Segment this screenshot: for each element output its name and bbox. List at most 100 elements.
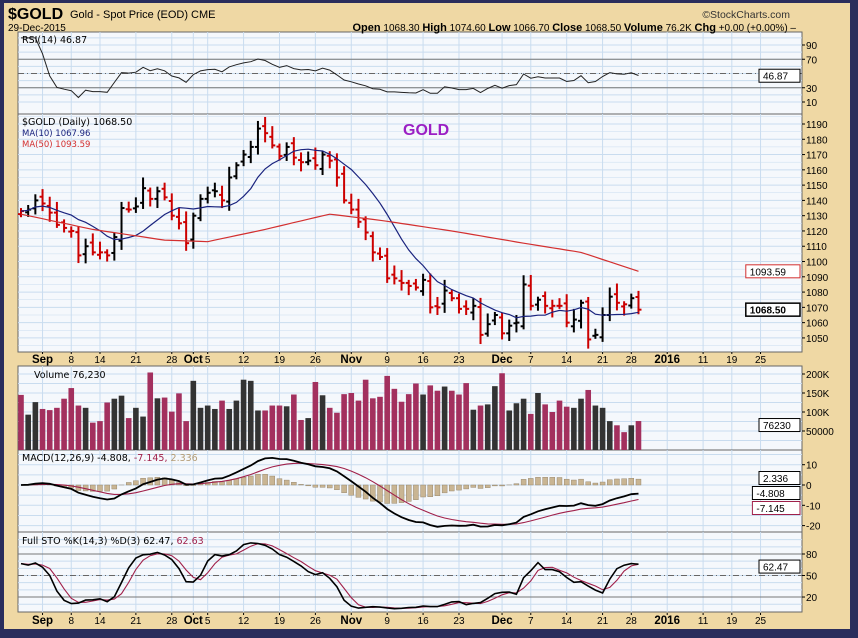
- volume-value: 76.2K: [666, 23, 692, 34]
- volume-axis-label: 150K: [806, 389, 830, 400]
- volume-bar: [463, 383, 469, 450]
- rsi-legend: RSI(14) 46.87: [22, 35, 87, 46]
- volume-bar: [355, 400, 362, 450]
- macd-histogram-bar: [563, 478, 570, 486]
- macd-histogram-bar: [556, 477, 563, 486]
- date-axis-top-label: Sep: [32, 354, 53, 366]
- sto-axis-label: 50: [806, 572, 818, 583]
- volume-bar: [291, 394, 297, 450]
- volume-bar: [226, 408, 233, 450]
- volume-bar: [341, 394, 347, 450]
- volume-bar: [556, 400, 563, 450]
- volume-bar: [578, 398, 584, 450]
- high-value: 1074.60: [450, 23, 487, 34]
- volume-bar: [420, 394, 426, 450]
- volume-bar: [104, 402, 110, 450]
- macd-hist-value-tag-box: [758, 471, 801, 485]
- rsi-line: [21, 37, 639, 99]
- volume-bar: [456, 394, 462, 450]
- macd-value-tag: -4.808: [756, 489, 785, 500]
- date-axis-bottom-label: Oct: [184, 615, 203, 627]
- macd-histogram-bar: [614, 478, 620, 486]
- macd-signal-value-tag: -7.145: [756, 504, 785, 515]
- date-axis-top-label: 28: [626, 355, 638, 366]
- volume-bar: [118, 395, 125, 450]
- volume-bar: [377, 396, 383, 450]
- volume-bar: [82, 407, 89, 450]
- volume-bar: [176, 393, 182, 450]
- volume-bar: [154, 398, 161, 450]
- quote-line: Open 1068.30 High 1074.60 Low 1066.70 Cl…: [353, 22, 797, 34]
- volume-bar: [492, 386, 498, 450]
- ma50-value-tag: 1093.59: [750, 267, 787, 278]
- sto-d-label: 62.63: [173, 536, 203, 547]
- volume-bar: [499, 373, 505, 450]
- volume-bar: [54, 407, 60, 450]
- volume-bar: [506, 410, 513, 450]
- price-axis-label: 1120: [806, 227, 828, 238]
- volume-bar: [140, 416, 146, 450]
- price-legend: $GOLD (Daily) 1068.50: [22, 117, 132, 128]
- price-axis-label: 1150: [806, 181, 828, 192]
- macd-histogram-bar: [413, 484, 419, 500]
- volume-bar: [197, 407, 204, 450]
- date-axis-top-label: Dec: [492, 354, 514, 366]
- volume-bar: [276, 405, 283, 450]
- volume-bar: [592, 405, 599, 450]
- volume-bar: [348, 393, 355, 450]
- macd-histogram-bar: [312, 484, 319, 488]
- macd-histogram-bar: [248, 475, 254, 486]
- macd-histogram-bar: [97, 484, 103, 492]
- macd-hist-label: 2.336: [168, 453, 198, 464]
- volume-value-tag-box: [758, 418, 801, 433]
- price-axis-label: 1180: [806, 135, 828, 146]
- security-name: Gold - Spot Price (EOD) CME: [70, 9, 215, 21]
- volume-axis-label: 50000: [806, 427, 834, 438]
- sto-k-label: Full STO %K(14,3) %D(3) 62.47,: [22, 536, 173, 547]
- volume-bar: [25, 414, 31, 450]
- sto-value-tag: 62.47: [763, 563, 788, 574]
- date-axis-top-label: 8: [68, 355, 74, 366]
- volume-bar: [111, 398, 118, 450]
- volume-bar: [585, 389, 592, 450]
- price-axis-label: 1160: [806, 166, 828, 177]
- macd-histogram-bar: [406, 484, 412, 502]
- volume-label: Volume: [624, 22, 663, 34]
- macd-histogram-bar: [348, 484, 354, 496]
- macd-main-label: MACD(12,26,9) -4.808,: [22, 453, 131, 464]
- macd-histogram-bar: [463, 484, 469, 490]
- macd-axis-label: -20: [806, 522, 821, 533]
- macd-histogram-bar: [578, 478, 584, 486]
- volume-bar: [190, 380, 197, 450]
- macd-histogram-bar: [635, 478, 642, 486]
- macd-histogram-bar: [262, 474, 268, 486]
- close-value-tag-box: [745, 302, 801, 317]
- volume-bar: [535, 393, 541, 450]
- macd-histogram-bar: [276, 478, 283, 486]
- macd-signal-value-tag-box: [751, 501, 801, 515]
- macd-histogram-bar: [485, 484, 491, 488]
- close-value-tag: 1068.50: [750, 306, 787, 317]
- volume-axis-label: 100K: [806, 408, 830, 419]
- macd-histogram-bar: [355, 484, 362, 498]
- volume-bar: [614, 425, 620, 450]
- macd-histogram-bar: [621, 478, 627, 486]
- volume-bar: [168, 411, 175, 450]
- volume-bar: [312, 381, 319, 450]
- macd-histogram-bar: [233, 478, 240, 486]
- sto-axis-label: 20: [806, 593, 818, 604]
- macd-histogram-bar: [370, 484, 376, 502]
- date-axis-top-label: 23: [453, 355, 465, 366]
- date-axis-bottom-label: 23: [453, 616, 465, 627]
- ma50-legend: MA(50) 1093.59: [22, 140, 90, 150]
- date-axis-top-label: 12: [238, 355, 250, 366]
- volume-bar: [61, 398, 67, 450]
- macd-histogram-bar: [513, 483, 520, 486]
- volume-bar: [520, 398, 527, 450]
- price-axis-label: 1050: [806, 334, 829, 345]
- volume-bar: [370, 398, 376, 450]
- volume-bar: [606, 421, 613, 450]
- macd-histogram-bar: [125, 482, 132, 486]
- rsi-axis-label: 70: [806, 55, 818, 66]
